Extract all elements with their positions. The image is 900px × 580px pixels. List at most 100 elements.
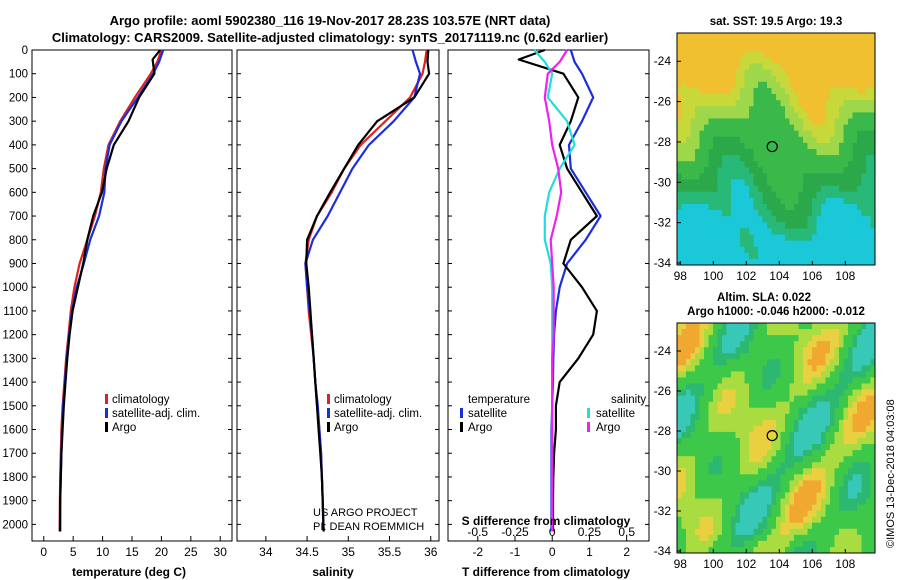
map-cell (812, 240, 817, 248)
map-cell (798, 498, 804, 505)
map-cell (785, 69, 790, 77)
map-cell (812, 167, 817, 174)
map-cell (699, 173, 705, 180)
map-cell (816, 383, 822, 390)
map-cell (803, 173, 808, 180)
map-cell (789, 401, 795, 409)
map-cell (708, 534, 714, 542)
map-cell (758, 474, 763, 481)
map-cell (717, 51, 723, 58)
map-cell (812, 486, 817, 493)
map-cell (686, 167, 691, 174)
map-cell (789, 149, 795, 156)
map-cell (722, 528, 727, 536)
map-cell (816, 546, 822, 554)
map-cell (843, 480, 849, 487)
map-cell (695, 45, 700, 52)
map-cell (794, 246, 799, 254)
map-cell (681, 106, 687, 113)
map-cell (753, 240, 759, 248)
map-cell (870, 528, 876, 536)
map-cell (803, 540, 808, 548)
map-cell (866, 413, 871, 421)
map-cell (699, 234, 705, 241)
map-cell (699, 395, 705, 403)
map-cell (735, 353, 741, 360)
map-cell (726, 365, 732, 372)
map-cell (726, 161, 732, 168)
map-cell (825, 149, 831, 156)
map-cell (825, 45, 831, 52)
map-cell (776, 347, 781, 354)
map-cell (816, 173, 822, 180)
map-cell (704, 155, 709, 162)
x2-tick-label: -0.25 (501, 525, 529, 539)
map-cell (699, 149, 705, 156)
map-cell (731, 185, 736, 193)
map-cell (843, 106, 849, 113)
map-cell (843, 51, 849, 58)
map-cell (825, 341, 831, 348)
map-cell (704, 365, 709, 372)
map-cell (834, 112, 840, 119)
map-cell (677, 258, 682, 266)
map-cell (704, 371, 709, 378)
map-cell (821, 228, 826, 235)
map-cell (830, 112, 835, 119)
map-cell (690, 167, 696, 174)
map-cell (789, 191, 795, 199)
map-cell (713, 173, 718, 180)
map-cell (681, 142, 687, 150)
map-cell (713, 425, 718, 433)
map-cell (852, 63, 858, 71)
map-cell (681, 510, 687, 518)
map-cell (803, 383, 808, 390)
map-cell (861, 100, 867, 107)
map-cell (717, 75, 723, 83)
map-cell (708, 210, 714, 217)
y-tick-label: 1200 (2, 330, 28, 342)
map-cell (843, 492, 849, 499)
map-cell (767, 142, 772, 150)
map-cell (699, 510, 705, 518)
map-cell (753, 94, 759, 101)
map-cell (677, 534, 682, 542)
map-cell (789, 444, 795, 451)
map-cell (848, 51, 853, 58)
map-cell (686, 438, 691, 445)
map-cell (767, 407, 772, 415)
map-cell (708, 51, 714, 58)
map-cell (686, 407, 691, 415)
map-cell (821, 371, 826, 378)
map-cell (708, 197, 714, 205)
map-cell (798, 431, 804, 439)
map-cell (866, 341, 871, 348)
map-cell (789, 240, 795, 248)
map-cell (699, 389, 705, 397)
map-cell (794, 540, 799, 548)
map-cell (726, 210, 732, 217)
map-cell (699, 365, 705, 372)
map-cell (803, 431, 808, 439)
map-cell (830, 323, 835, 330)
map-cell (780, 534, 786, 542)
map-cell (798, 33, 804, 40)
map-cell (767, 161, 772, 168)
map-cell (812, 45, 817, 52)
map-cell (681, 341, 687, 348)
map-cell (699, 468, 705, 475)
map-cell (834, 329, 840, 336)
map-cell (695, 228, 700, 235)
map-cell (708, 444, 714, 451)
map-cell (731, 438, 736, 445)
map-cell (717, 81, 723, 89)
map-cell (704, 450, 709, 457)
map-cell (798, 142, 804, 150)
map-cell (807, 228, 813, 235)
map-cell (708, 155, 714, 162)
map-cell (803, 118, 808, 125)
map-cell (686, 173, 691, 180)
map-cell (839, 94, 844, 101)
map-cell (812, 359, 817, 366)
map-cell (740, 258, 745, 266)
